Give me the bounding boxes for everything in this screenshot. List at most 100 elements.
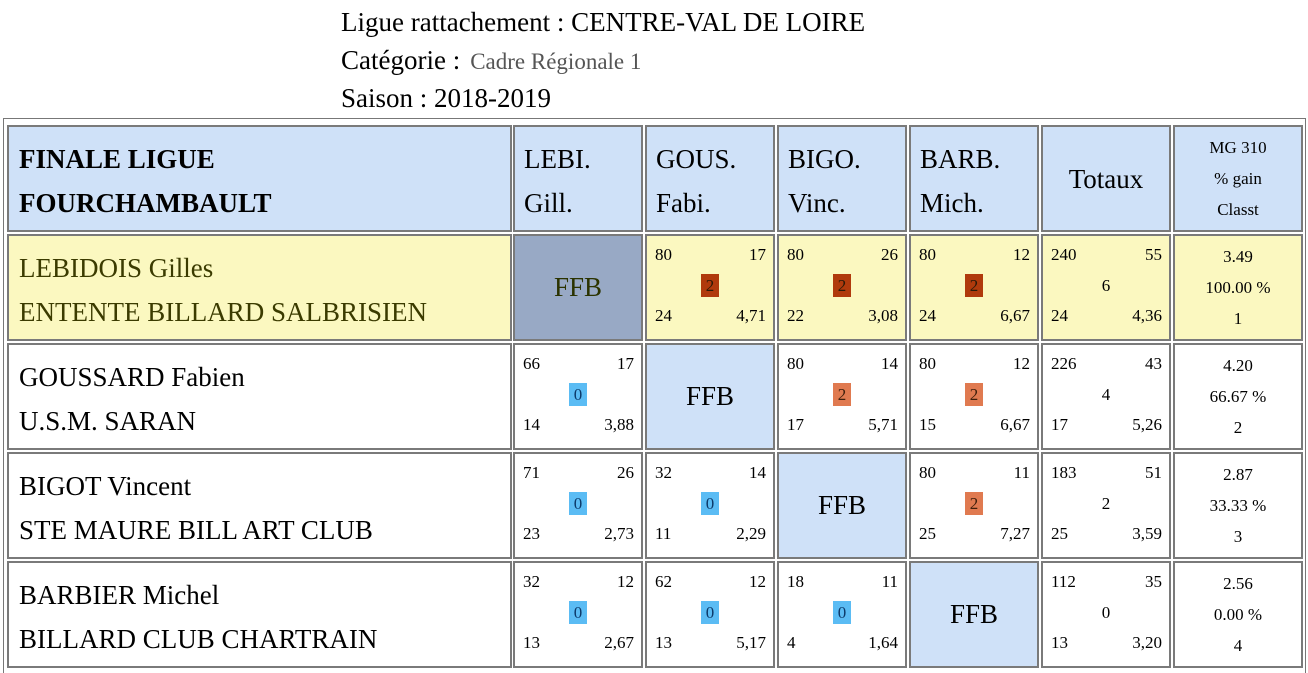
saison-line: Saison : 2018-2019 — [341, 83, 552, 113]
match-serie: 17 — [749, 245, 766, 264]
column-header-1: LEBI. Gill. — [513, 125, 643, 232]
gain-value: 100.00 % — [1205, 278, 1271, 297]
mg-value: 3.49 — [1223, 247, 1253, 266]
match-moyenne: 6,67 — [1000, 415, 1030, 434]
total-points: 240 — [1051, 245, 1077, 264]
match-reprises: 23 — [523, 524, 540, 543]
player-name-cell: BIGOT Vincent STE MAURE BILL ART CLUB — [7, 452, 512, 559]
match-reprises: 11 — [655, 524, 672, 543]
match-cell: 66 17 14 3,88 0 — [513, 343, 643, 450]
mg-cell: 2.56 0.00 % 4 — [1173, 561, 1303, 668]
match-cell: 80 14 17 5,71 2 — [777, 343, 907, 450]
column-header-4: BARB. Mich. — [909, 125, 1039, 232]
ffb-cell: FFB — [645, 343, 775, 450]
totals-cell: 183 51 2 25 3,59 — [1041, 452, 1171, 559]
totaux-header: Totaux — [1041, 125, 1171, 232]
match-reprises: 22 — [787, 306, 804, 325]
mg-cell: 3.49 100.00 % 1 — [1173, 234, 1303, 341]
ligue-label: Ligue rattachement : — [341, 7, 572, 37]
match-result-badge: 0 — [569, 492, 587, 515]
match-moyenne: 5,17 — [736, 633, 766, 652]
classt-value: 1 — [1233, 309, 1243, 328]
match-result-badge: 0 — [701, 492, 719, 515]
match-serie: 11 — [881, 572, 898, 591]
match-serie: 12 — [617, 572, 634, 591]
match-reprises: 25 — [919, 524, 936, 543]
column-header-3: BIGO. Vinc. — [777, 125, 907, 232]
match-serie: 17 — [617, 354, 634, 373]
totals-cell: 226 43 4 17 5,26 — [1041, 343, 1171, 450]
title-line-2: FOURCHAMBAULT — [19, 188, 272, 218]
ffb-cell: FFB — [777, 452, 907, 559]
categorie-line: Catégorie : Cadre Régionale 1 — [341, 42, 865, 80]
ligue-value: CENTRE-VAL DE LOIRE — [571, 7, 866, 37]
player-name: BARBIER Michel — [19, 580, 220, 610]
ffb-cell: FFB — [909, 561, 1039, 668]
match-moyenne: 1,64 — [868, 633, 898, 652]
match-moyenne: 5,71 — [868, 415, 898, 434]
ligue-line: Ligue rattachement : CENTRE-VAL DE LOIRE — [341, 4, 865, 42]
total-result: 6 — [1101, 276, 1111, 295]
match-serie: 11 — [1013, 463, 1030, 482]
match-reprises: 13 — [655, 633, 672, 652]
match-result-badge: 2 — [833, 274, 851, 297]
match-points: 80 — [787, 354, 804, 373]
gain-value: 33.33 % — [1209, 496, 1267, 515]
player-club: BILLARD CLUB CHARTRAIN — [19, 624, 378, 654]
match-serie: 26 — [617, 463, 634, 482]
column-header-2: GOUS. Fabi. — [645, 125, 775, 232]
total-moyenne: 3,59 — [1132, 524, 1162, 543]
match-reprises: 17 — [787, 415, 804, 434]
match-points: 66 — [523, 354, 540, 373]
total-reprises: 25 — [1051, 524, 1068, 543]
player-name: GOUSSARD Fabien — [19, 362, 245, 392]
table-title: FINALE LIGUE FOURCHAMBAULT — [7, 125, 512, 232]
player-club: STE MAURE BILL ART CLUB — [19, 515, 373, 545]
match-result-badge: 2 — [701, 274, 719, 297]
column-header-abbrev: LEBI. — [524, 144, 591, 174]
match-reprises: 24 — [655, 306, 672, 325]
match-result-badge: 0 — [569, 383, 587, 406]
match-result-badge: 2 — [965, 383, 983, 406]
player-club: U.S.M. SARAN — [19, 406, 197, 436]
totals-cell: 112 35 0 13 3,20 — [1041, 561, 1171, 668]
match-serie: 12 — [1013, 354, 1030, 373]
match-points: 80 — [787, 245, 804, 264]
ffb-label: FFB — [685, 381, 735, 411]
match-result-badge: 0 — [833, 601, 851, 624]
gain-label: % gain — [1214, 169, 1262, 188]
mg-cell: 2.87 33.33 % 3 — [1173, 452, 1303, 559]
total-points: 226 — [1051, 354, 1077, 373]
column-header-first: Fabi. — [656, 188, 711, 218]
match-cell: 18 11 4 1,64 0 — [777, 561, 907, 668]
total-result: 2 — [1101, 494, 1111, 513]
match-reprises: 14 — [523, 415, 540, 434]
match-moyenne: 2,29 — [736, 524, 766, 543]
column-header-abbrev: BARB. — [920, 144, 1001, 174]
total-serie: 55 — [1145, 245, 1162, 264]
player-name: BIGOT Vincent — [19, 471, 192, 501]
column-header-abbrev: BIGO. — [788, 144, 861, 174]
title-line-1: FINALE LIGUE — [19, 144, 215, 174]
classt-label: Classt — [1217, 200, 1259, 219]
mg-value: 4.20 — [1223, 356, 1253, 375]
page-header: Ligue rattachement : CENTRE-VAL DE LOIRE… — [341, 4, 865, 118]
match-cell: 80 26 22 3,08 2 — [777, 234, 907, 341]
match-serie: 26 — [881, 245, 898, 264]
match-points: 62 — [655, 572, 672, 591]
player-name-cell: GOUSSARD Fabien U.S.M. SARAN — [7, 343, 512, 450]
results-table: FINALE LIGUE FOURCHAMBAULT LEBI. Gill. GOUS.… — [3, 118, 1306, 673]
match-moyenne: 6,67 — [1000, 306, 1030, 325]
match-result-badge: 0 — [569, 601, 587, 624]
match-moyenne: 3,08 — [868, 306, 898, 325]
ffb-label: FFB — [949, 599, 999, 629]
player-name-cell: BARBIER Michel BILLARD CLUB CHARTRAIN — [7, 561, 512, 668]
mg-value: 2.56 — [1223, 574, 1253, 593]
column-header-first: Mich. — [920, 188, 984, 218]
match-result-badge: 2 — [965, 274, 983, 297]
categorie-value: Cadre Régionale 1 — [470, 49, 642, 74]
classt-value: 3 — [1233, 527, 1243, 546]
match-cell: 80 12 24 6,67 2 — [909, 234, 1039, 341]
match-moyenne: 2,73 — [604, 524, 634, 543]
match-points: 80 — [919, 245, 936, 264]
